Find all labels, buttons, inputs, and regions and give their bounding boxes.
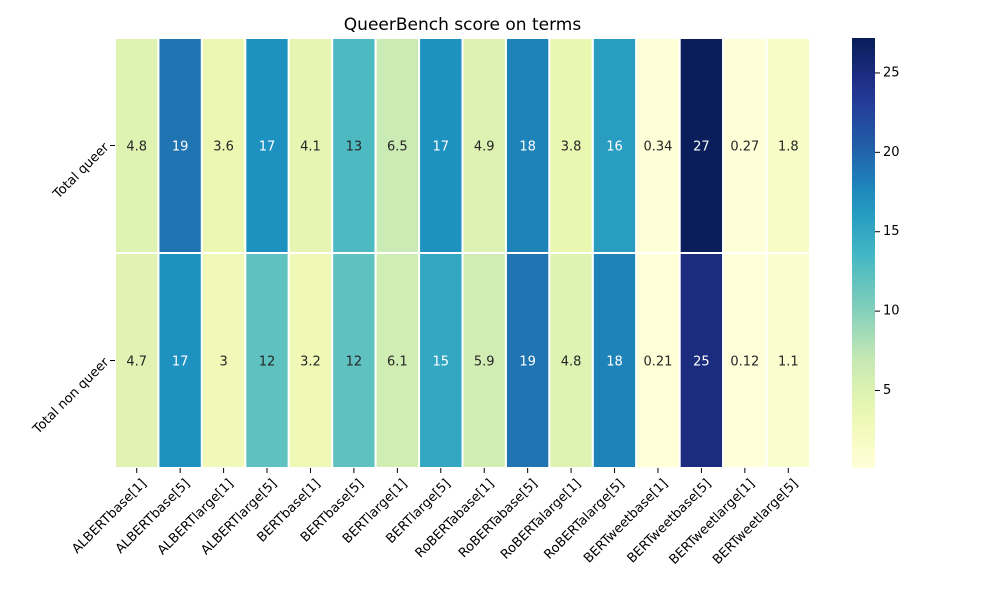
colorbar-tick-label: 25 — [883, 65, 900, 80]
heatmap-cell — [200, 252, 247, 469]
column-label: ALBERTbase[1] — [69, 476, 149, 556]
heatmap-cell — [418, 37, 464, 254]
heatmap-cell — [331, 252, 377, 469]
cell-value-label: 4.8 — [561, 355, 582, 370]
cell-value-label: 18 — [606, 355, 623, 370]
heatmap-cell — [722, 252, 768, 469]
heatmap-cell — [504, 37, 551, 254]
cell-value-label: 3 — [219, 355, 227, 370]
colorbar-tick-label: 5 — [883, 383, 891, 398]
heatmap-cell — [591, 37, 638, 254]
cell-value-label: 19 — [172, 140, 189, 155]
column-label: ALBERTlarge[1] — [155, 476, 237, 558]
cell-value-label: 16 — [606, 140, 623, 155]
column-labels: ALBERTbase[1]ALBERTbase[5]ALBERTlarge[1]… — [69, 468, 801, 568]
heatmap-cell — [548, 252, 594, 469]
heatmap-cell — [678, 37, 725, 254]
row-label: Total non queer — [30, 355, 113, 438]
row-label: Total queer — [50, 140, 113, 203]
heatmap-cell — [331, 37, 377, 254]
cell-value-label: 25 — [693, 355, 710, 370]
heatmap-cell — [635, 252, 681, 469]
heatmap-cell — [244, 252, 290, 469]
cell-value-label: 18 — [519, 140, 536, 155]
heatmap-cell — [765, 37, 811, 254]
colorbar-tick-label: 15 — [883, 224, 900, 239]
colorbar-tick-label: 20 — [883, 145, 900, 160]
column-label: RoBERTabase[1] — [413, 476, 498, 561]
cell-value-label: 3.2 — [300, 355, 321, 370]
cell-value-label: 4.9 — [474, 140, 495, 155]
column-label: BERTweetlarge[5] — [710, 476, 801, 567]
cell-value-label: 17 — [259, 140, 276, 155]
cell-value-label: 6.5 — [387, 140, 408, 155]
cell-value-label: 0.27 — [730, 140, 759, 155]
column-label: RoBERTalarge[1] — [498, 476, 584, 562]
cell-value-label: 1.8 — [778, 140, 799, 155]
cell-value-label: 13 — [346, 140, 363, 155]
row-labels: Total queer Total non queer — [30, 140, 115, 438]
column-label: ALBERTbase[5] — [113, 476, 193, 556]
cell-value-label: 17 — [172, 355, 189, 370]
cell-value-label: 27 — [693, 140, 710, 155]
heatmap-cell — [287, 252, 334, 469]
cell-value-label: 12 — [259, 355, 276, 370]
cell-value-label: 6.1 — [387, 355, 408, 370]
cell-value-label: 4.8 — [126, 140, 147, 155]
cell-value-label: 15 — [433, 355, 450, 370]
cell-value-label: 1.1 — [778, 355, 799, 370]
column-label: ALBERTlarge[5] — [198, 476, 280, 558]
cell-value-label: 4.7 — [126, 355, 147, 370]
column-label: RoBERTalarge[5] — [541, 476, 627, 562]
cell-value-label: 19 — [519, 355, 536, 370]
chart-title: QueerBench score on terms — [344, 15, 582, 35]
cell-value-label: 17 — [433, 140, 450, 155]
cell-value-label: 0.12 — [730, 355, 759, 370]
cell-value-label: 5.9 — [474, 355, 495, 370]
cell-value-label: 0.34 — [643, 140, 672, 155]
heatmap-cell — [591, 252, 638, 469]
cell-value-label: 3.6 — [213, 140, 234, 155]
heatmap-cells: 4.8 19 3.6 17 4.1 13 6.5 17 4.9 18 3.8 16 0.34 27 0.27… — [114, 37, 811, 469]
heatmap-cell — [157, 252, 203, 469]
column-label: RoBERTabase[5] — [456, 476, 541, 561]
heatmap-cell — [374, 252, 421, 469]
cell-value-label: 4.1 — [300, 140, 321, 155]
cell-value-label: 12 — [346, 355, 363, 370]
cell-value-label: 0.21 — [643, 355, 672, 370]
colorbar-tick-label: 10 — [883, 304, 900, 319]
colorbar-gradient — [852, 38, 875, 468]
heatmap-cell — [157, 37, 203, 254]
colorbar: 5 10 15 20 25 — [852, 38, 900, 468]
cell-value-label: 3.8 — [561, 140, 582, 155]
